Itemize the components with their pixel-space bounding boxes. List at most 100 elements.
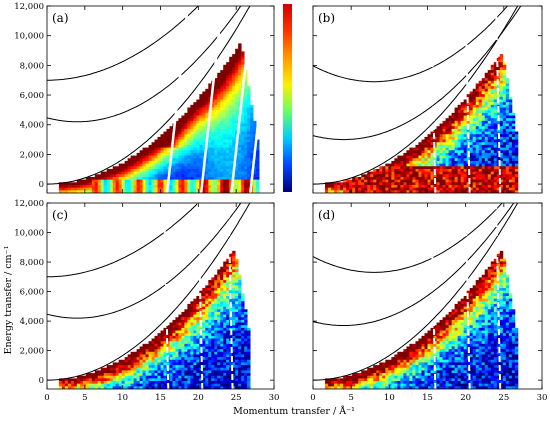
heatmap-cell [505, 306, 510, 310]
heatmap-cell [232, 298, 236, 302]
heatmap-cell [211, 383, 215, 387]
heatmap-cell [478, 80, 483, 84]
heatmap-cell [163, 333, 167, 337]
heatmap-cell [223, 338, 227, 342]
heatmap-cell [172, 152, 176, 156]
heatmap-cell [508, 301, 513, 305]
heatmap-cell [238, 176, 242, 181]
heatmap-cell [229, 72, 233, 76]
heatmap-cell [250, 142, 254, 146]
heatmap-cell [379, 187, 383, 191]
heatmap-cell [493, 112, 498, 116]
heatmap-cell [514, 171, 519, 175]
heatmap-cell [235, 354, 239, 358]
heatmap-cell [217, 319, 221, 323]
heatmap-cell [463, 301, 468, 305]
heatmap-cell [439, 184, 443, 189]
heatmap-cell [244, 80, 248, 84]
heatmap-cell [121, 365, 126, 369]
heatmap-cell [502, 311, 507, 315]
heatmap-cell [505, 314, 510, 318]
heatmap-cell [178, 136, 182, 140]
heatmap-cell [229, 110, 233, 114]
heatmap-cell [430, 139, 434, 143]
heatmap-cell [232, 75, 236, 79]
y-tick-label: 0 [39, 376, 44, 386]
heatmap-cell [193, 333, 197, 337]
heatmap-cell [208, 333, 212, 337]
heatmap-cell [466, 179, 471, 183]
heatmap-cell [385, 174, 389, 178]
heatmap-cell [247, 333, 251, 337]
heatmap-cell [403, 166, 407, 170]
heatmap-cell [178, 126, 182, 130]
heatmap-cell [175, 171, 179, 175]
heatmap-cell [214, 142, 218, 146]
heatmap-cell [208, 370, 212, 374]
heatmap-cell [220, 115, 224, 119]
heatmap-cell [358, 190, 362, 193]
heatmap-cell [217, 110, 221, 114]
heatmap-cell [190, 386, 194, 389]
heatmap-cell [415, 166, 419, 170]
heatmap-cell [175, 330, 179, 334]
heatmap-cell [352, 179, 356, 183]
heatmap-cell [226, 152, 230, 156]
heatmap-cell [436, 144, 440, 148]
heatmap-cell [487, 72, 492, 76]
heatmap-cell [241, 190, 245, 193]
heatmap-cell [475, 126, 480, 130]
heatmap-cell [232, 258, 236, 262]
heatmap-cell [184, 381, 188, 385]
heatmap-cell [214, 346, 218, 350]
heatmap-cell [430, 168, 434, 173]
heatmap-cell [415, 147, 419, 151]
heatmap-cell [91, 378, 96, 382]
heatmap-cell [172, 370, 176, 374]
heatmap-cell [211, 357, 215, 361]
heatmap-cell [151, 158, 155, 162]
heatmap-cell [331, 187, 335, 191]
heatmap-cell [232, 80, 236, 84]
heatmap-cell [115, 383, 120, 387]
heatmap-cell [445, 176, 449, 181]
heatmap-cell [484, 144, 489, 148]
heatmap-cell [460, 322, 465, 326]
heatmap-cell [88, 184, 93, 189]
heatmap-cell [472, 285, 477, 289]
heatmap-cell [106, 190, 111, 193]
heatmap-cell [424, 184, 428, 189]
heatmap-cell [415, 158, 419, 162]
heatmap-cell [148, 190, 152, 193]
heatmap-cell [118, 187, 123, 191]
heatmap-cell [160, 338, 164, 342]
heatmap-cell [97, 174, 102, 178]
heatmap-cell [199, 176, 203, 181]
heatmap-cell [181, 147, 185, 151]
heatmap-cell [496, 258, 501, 262]
heatmap-cell [244, 134, 248, 138]
heatmap-cell [244, 168, 248, 173]
heatmap-cell [349, 184, 353, 189]
heatmap-cell [193, 155, 197, 159]
heatmap-cell [199, 362, 203, 366]
heatmap-cell [130, 351, 135, 355]
heatmap-cell [433, 139, 437, 143]
heatmap-cell [208, 301, 212, 305]
heatmap-cell [403, 158, 407, 162]
heatmap-cell [109, 171, 114, 175]
heatmap-cell [361, 179, 365, 183]
heatmap-cell [235, 261, 239, 265]
heatmap-cell [241, 160, 245, 165]
heatmap-cell [232, 59, 236, 63]
heatmap-cell [214, 150, 218, 154]
heatmap-cell [127, 359, 132, 363]
heatmap-cell [190, 335, 194, 339]
heatmap-cell [193, 163, 197, 167]
heatmap-cell [496, 325, 501, 329]
heatmap-cell [445, 187, 449, 191]
heatmap-cell [241, 359, 245, 363]
heatmap-cell [244, 319, 248, 323]
heatmap-cell [478, 88, 483, 92]
heatmap-cell [241, 104, 245, 108]
